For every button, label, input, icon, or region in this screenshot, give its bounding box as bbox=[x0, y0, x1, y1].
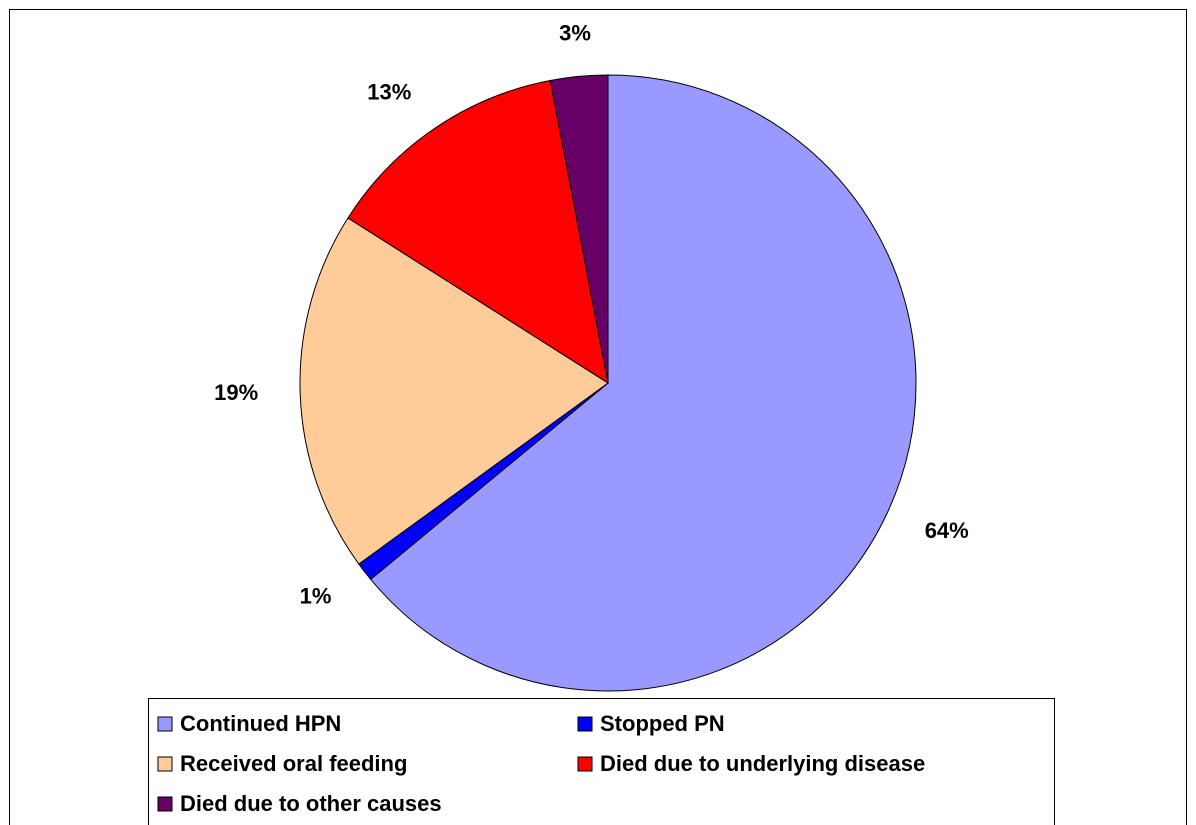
data-label: 64% bbox=[925, 518, 969, 543]
legend-swatch bbox=[157, 756, 173, 772]
data-label: 19% bbox=[214, 380, 258, 405]
data-label: 1% bbox=[300, 583, 332, 608]
pie-slice bbox=[369, 74, 917, 692]
legend-label: Received oral feeding bbox=[180, 751, 407, 776]
legend-label: Continued HPN bbox=[180, 711, 341, 736]
legend-swatch bbox=[157, 716, 173, 732]
pie-slice bbox=[347, 79, 609, 385]
legend-swatch bbox=[577, 716, 593, 732]
pie-slice bbox=[549, 74, 609, 384]
pie-slice bbox=[299, 217, 609, 565]
data-label: 3% bbox=[559, 20, 591, 45]
legend-label: Died due to other causes bbox=[180, 791, 442, 816]
legend-box bbox=[148, 698, 1055, 825]
legend-swatch bbox=[577, 756, 593, 772]
legend-swatch bbox=[157, 796, 173, 812]
legend-label: Stopped PN bbox=[600, 711, 725, 736]
legend-label: Died due to underlying disease bbox=[600, 751, 925, 776]
data-label: 13% bbox=[367, 79, 411, 104]
